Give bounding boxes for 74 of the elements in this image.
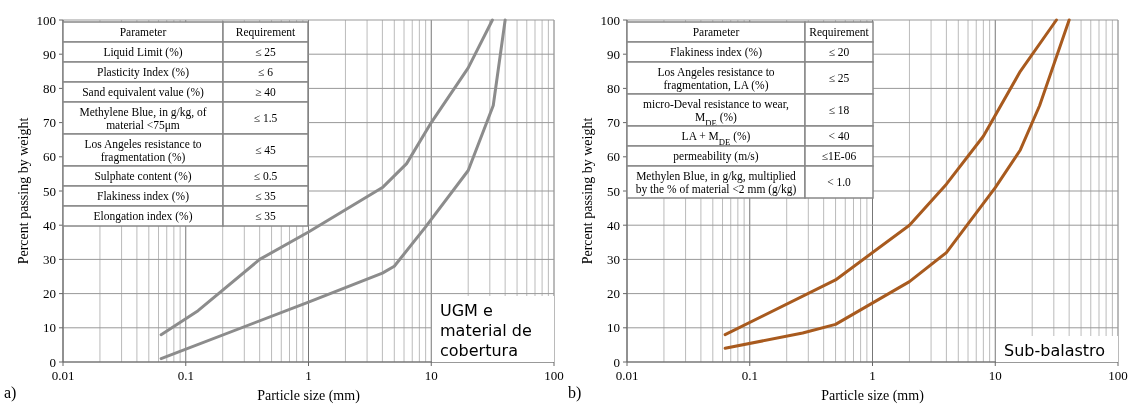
annotation: ≥ 40 — [255, 86, 277, 99]
x-tick-label: 10 — [424, 368, 438, 383]
annotation: Sub-balastro — [1004, 341, 1106, 360]
annotation: ≤ 25 — [255, 46, 277, 59]
annotation: ≤ 1.5 — [253, 112, 278, 125]
x-tick-label: 1 — [305, 368, 312, 383]
y-tick-label: 20 — [607, 286, 620, 302]
x-tick-label: 100 — [544, 368, 564, 383]
annotation: Requirement — [235, 26, 296, 40]
annotation: Flakiness index (%) — [97, 190, 190, 204]
annotation: ≤ 0.5 — [253, 170, 278, 183]
y-tick-label: 70 — [607, 115, 620, 131]
annotation: Sulphate content (%) — [94, 170, 192, 184]
annotation: Methylene Blue, in g/kg, of material <75μm — [79, 105, 207, 132]
x-tick-label: 0.01 — [51, 368, 75, 383]
y-tick-label: 30 — [43, 251, 56, 267]
annotation: Liquid Limit (%) — [103, 46, 183, 60]
annotation: < 1.0 — [827, 176, 852, 189]
annotation: UGM e material de cobertura — [440, 301, 532, 360]
text-box: Sub-balastro — [996, 336, 1118, 362]
y-tick-label: 100 — [36, 12, 56, 28]
annotation: Sand equivalent value (%) — [82, 86, 204, 100]
annotation: ≤ 25 — [828, 72, 850, 85]
annotation: ≤ 18 — [828, 104, 850, 117]
annotation: Plasticity Index (%) — [97, 66, 190, 80]
y-tick-label: 20 — [43, 286, 56, 302]
x-tick-label: 10 — [988, 368, 1002, 383]
text: a) — [4, 384, 17, 402]
y-tick-label: 90 — [607, 46, 620, 62]
text: b) — [568, 384, 582, 402]
annotation: ≤ 35 — [255, 210, 277, 223]
annotation: ≤ 35 — [255, 190, 277, 203]
y-tick-label: 40 — [607, 217, 620, 233]
annotation: Elongation index (%) — [93, 210, 193, 224]
y-tick-label: 100 — [600, 12, 620, 28]
annotation: Los Angeles resistance to fragmentation, LA (%) — [657, 65, 775, 92]
x-tick-label: 1 — [869, 368, 876, 383]
annotation: LA + M$_{DE}$ (%) — [681, 130, 751, 148]
annotation: micro-Deval resistance to wear, M$_{DE}$ (%) — [643, 97, 790, 128]
annotation: permeability (m/s) — [673, 150, 759, 164]
annotation: Parameter — [119, 26, 167, 39]
y-tick-label: 10 — [607, 320, 620, 336]
annotation: ≤ 20 — [828, 46, 850, 59]
annotation: Parameter — [692, 26, 740, 39]
x-tick-label: 0.01 — [615, 368, 639, 383]
annotation: ≤ 45 — [255, 144, 277, 157]
x-tick-label: 100 — [1108, 368, 1128, 383]
annotation: Los Angeles resistance to fragmentation (%) — [84, 137, 202, 164]
y-tick-label: 10 — [43, 320, 56, 336]
y-tick-label: 60 — [607, 149, 620, 165]
y-tick-label: 0 — [613, 354, 620, 370]
annotation: Methylen Blue, in g/kg, multiplied by the % of material <2 mm (g/kg) — [635, 169, 797, 196]
x-tick-label: 0.1 — [177, 368, 194, 383]
x-axis-title: Particle size (mm) — [821, 388, 925, 404]
annotation: < 40 — [828, 130, 850, 143]
annotation: Flakiness index (%) — [670, 46, 763, 60]
text-box: UGM e material de cobertura — [432, 296, 554, 362]
y-tick-label: 70 — [43, 115, 56, 131]
y-tick-label: 40 — [43, 217, 56, 233]
y-axis-title: Percent passing by weight — [16, 117, 31, 265]
annotation: Requirement — [809, 26, 870, 40]
y-tick-label: 60 — [43, 149, 56, 165]
annotation: ≤ 6 — [258, 66, 274, 79]
y-axis-title: Percent passing by weight — [580, 117, 595, 265]
y-tick-label: 50 — [607, 183, 620, 199]
x-axis-title: Particle size (mm) — [257, 388, 361, 404]
y-tick-label: 0 — [49, 354, 56, 370]
y-tick-label: 30 — [607, 251, 620, 267]
y-tick-label: 90 — [43, 46, 56, 62]
y-tick-label: 80 — [43, 80, 56, 96]
x-tick-label: 0.1 — [741, 368, 758, 383]
y-tick-label: 50 — [43, 183, 56, 199]
annotation: ≤1E-06 — [821, 150, 857, 163]
y-tick-label: 80 — [607, 80, 620, 96]
